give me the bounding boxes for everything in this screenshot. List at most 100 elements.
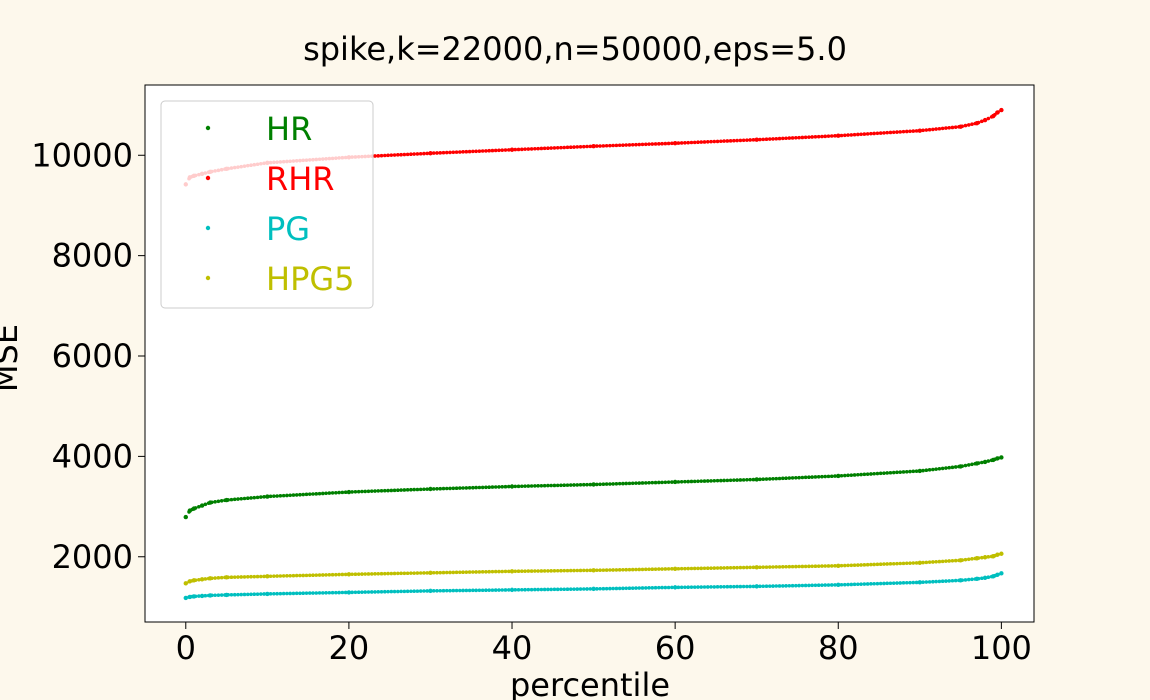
data-point [813,135,818,139]
data-point [232,575,237,579]
data-point [444,570,449,575]
data-point [810,475,814,479]
data-point [373,154,377,158]
data-point [842,473,847,478]
data-point [484,569,488,574]
data-point [392,571,397,576]
data-point [702,566,707,571]
data-point [738,565,743,570]
data-point [666,567,671,571]
data-point [917,468,923,474]
data-point [402,589,407,594]
axes-layer: 0 20 40 60 80 100 2000 4000 6000 8000 10000 [31,84,1035,667]
data-point [353,572,358,576]
data-point [431,570,436,575]
data-point [396,153,400,157]
data-point [761,565,766,569]
data-point [529,569,534,573]
data-point [991,457,996,463]
data-point [640,142,645,147]
data-point [683,479,687,484]
data-point [533,569,537,573]
data-point [958,558,963,563]
data-point [405,488,410,492]
data-point [735,478,739,482]
data-point [405,152,410,157]
data-point [970,557,974,561]
data-point [748,565,752,570]
data-point [360,572,364,576]
data-point [660,585,664,590]
data-point [624,586,628,591]
data-point [259,592,263,596]
data-point [705,140,710,144]
data-point [304,591,309,595]
data-point [448,486,452,491]
data-point [415,487,420,492]
data-point [699,566,704,571]
data-point [438,486,443,491]
data-point [829,474,834,479]
data-point [849,473,854,477]
data-point [705,566,710,570]
data-point [595,568,599,573]
data-point [842,582,847,587]
data-point [686,479,690,484]
data-point [875,562,880,567]
data-point [781,136,785,141]
data-point [839,582,844,587]
data-point [418,151,423,156]
data-point [748,138,752,142]
data-point [657,567,661,571]
data-point [239,575,244,579]
data-point [728,584,733,589]
data-point [904,580,909,585]
data-point [891,130,896,135]
data-point [444,150,449,155]
data-point [898,130,903,134]
data-point [621,586,625,591]
data-point [363,590,368,594]
data-point [373,572,377,576]
data-point [236,575,240,579]
data-point [454,588,459,593]
data-point [454,486,459,491]
data-point [565,145,570,150]
data-point [340,590,345,595]
data-point [878,131,883,135]
data-point [467,570,472,574]
data-point [647,142,651,146]
data-point [940,559,945,564]
data-point [712,566,717,570]
data-point [813,475,818,479]
data-point [376,590,381,594]
data-point [953,558,958,563]
data-point [927,580,932,584]
data-point [865,132,870,136]
data-point [520,569,524,573]
data-point [982,575,988,581]
data-point [467,588,472,593]
data-point [422,487,426,492]
data-point [376,154,381,158]
data-point [643,481,648,485]
legend-marker-hr [205,125,211,131]
data-point [980,576,984,581]
data-point [536,569,540,573]
data-point [224,592,229,598]
data-point [500,588,505,592]
data-point [614,143,619,148]
data-point [764,477,769,481]
data-point [826,474,831,479]
data-point [908,561,912,565]
data-point [268,494,273,499]
data-point [356,572,361,576]
data-point [435,487,439,491]
data-point [458,570,462,575]
data-point [696,479,700,484]
data-point [343,572,348,577]
data-point [846,582,850,587]
data-point [379,589,384,594]
data-point [301,591,306,596]
